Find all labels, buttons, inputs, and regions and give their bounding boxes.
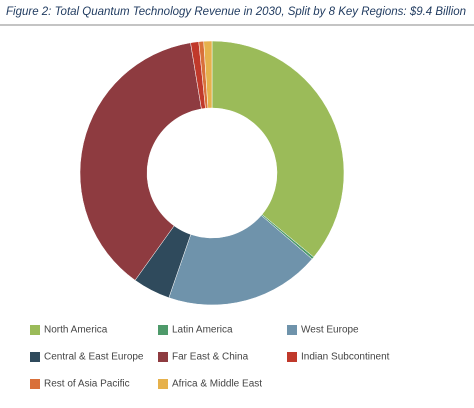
donut [79,40,345,306]
legend-label: Africa & Middle East [172,379,262,390]
legend-swatch [158,325,168,335]
slice [203,40,213,109]
legend-label: North America [44,325,108,336]
legend-label: Central & East Europe [44,352,144,363]
legend-label: Latin America [172,325,233,336]
legend-swatch [30,352,40,362]
legend: North America Latin America West Europe Cen… [30,325,390,390]
slice [79,42,202,281]
legend-swatch [30,325,40,335]
legend-label: West Europe [301,325,359,336]
chart-title: Figure 2: Total Quantum Technology Reven… [6,6,466,18]
slice [168,215,313,306]
slice [211,40,345,258]
legend-swatch [287,352,297,362]
legend-swatch [30,379,40,389]
legend-label: Rest of Asia Pacific [44,379,130,390]
legend-swatch [158,379,168,389]
legend-label: Far East & China [172,352,249,363]
legend-swatch [158,352,168,362]
legend-label: Indian Subcontinent [301,352,390,363]
legend-swatch [287,325,297,335]
